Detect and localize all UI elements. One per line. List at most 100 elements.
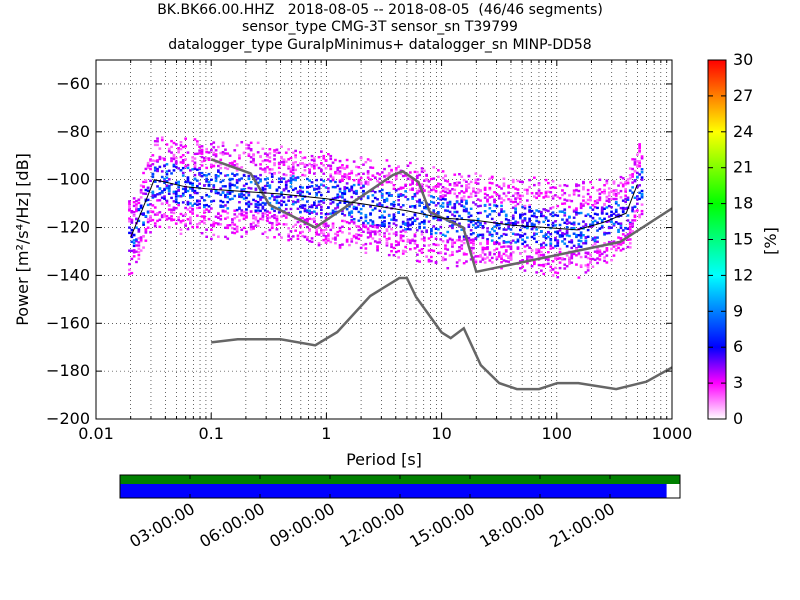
heatmap-cell bbox=[537, 255, 541, 259]
heatmap-cell bbox=[355, 241, 358, 245]
heatmap-cell bbox=[551, 221, 555, 225]
heatmap-cell bbox=[296, 234, 300, 237]
heatmap-cell bbox=[252, 221, 255, 224]
heatmap-cell bbox=[224, 235, 227, 239]
heatmap-cell bbox=[203, 218, 206, 222]
heatmap-cell bbox=[233, 213, 237, 216]
heatmap-cell bbox=[146, 163, 150, 167]
heatmap-cell bbox=[476, 178, 480, 181]
heatmap-cell bbox=[313, 188, 316, 191]
heatmap-cell bbox=[612, 222, 616, 226]
heatmap-cell bbox=[563, 258, 567, 261]
heatmap-cell bbox=[638, 147, 641, 150]
heatmap-cell bbox=[549, 247, 553, 250]
heatmap-cell bbox=[570, 199, 574, 203]
heatmap-cell bbox=[189, 222, 192, 225]
heatmap-cell bbox=[425, 230, 428, 234]
heatmap-cell bbox=[596, 189, 599, 192]
heatmap-cell bbox=[446, 202, 450, 206]
heatmap-cell bbox=[446, 188, 450, 191]
heatmap-cell bbox=[270, 215, 274, 218]
heatmap-cell bbox=[401, 239, 405, 243]
heatmap-cell bbox=[289, 170, 293, 173]
heatmap-cell bbox=[401, 220, 405, 224]
heatmap-cell bbox=[142, 192, 145, 195]
heatmap-cell bbox=[640, 178, 644, 181]
heatmap-cell bbox=[310, 237, 314, 240]
heatmap-cell bbox=[521, 265, 524, 268]
heatmap-cell bbox=[528, 246, 531, 249]
heatmap-cell bbox=[151, 172, 155, 176]
heatmap-cell bbox=[640, 157, 644, 160]
heatmap-cell bbox=[490, 217, 494, 221]
heatmap-cell bbox=[507, 255, 510, 258]
heatmap-cell bbox=[359, 157, 363, 160]
heatmap-cell bbox=[621, 247, 625, 251]
heatmap-cell bbox=[196, 214, 199, 217]
heatmap-cell bbox=[624, 190, 627, 193]
heatmap-cell bbox=[245, 211, 248, 214]
heatmap-cell bbox=[462, 191, 466, 194]
heatmap-cell bbox=[144, 179, 148, 182]
heatmap-cell bbox=[441, 202, 445, 205]
heatmap-cell bbox=[416, 245, 419, 248]
heatmap-cell bbox=[287, 227, 290, 230]
heatmap-cell bbox=[460, 217, 464, 220]
heatmap-cell bbox=[434, 216, 438, 220]
nhnm-curve bbox=[210, 158, 672, 274]
heatmap-cell bbox=[329, 154, 333, 158]
heatmap-cell bbox=[224, 210, 227, 213]
heatmap-cell bbox=[184, 206, 187, 210]
heatmap-cell bbox=[313, 210, 316, 213]
heatmap-cell bbox=[270, 223, 274, 227]
heatmap-cell bbox=[628, 174, 632, 177]
heatmap-cell bbox=[228, 154, 232, 157]
heatmap-cell bbox=[146, 198, 150, 202]
heatmap-cell bbox=[631, 175, 634, 178]
heatmap-cell bbox=[486, 256, 489, 259]
heatmap-cell bbox=[291, 178, 295, 181]
heatmap-cell bbox=[259, 217, 262, 221]
heatmap-cell bbox=[341, 178, 344, 181]
heatmap-cell bbox=[189, 206, 192, 209]
heatmap-cell bbox=[146, 186, 150, 189]
heatmap-cell bbox=[469, 192, 473, 195]
heatmap-cell bbox=[130, 231, 134, 234]
heatmap-cell bbox=[163, 177, 166, 181]
heatmap-cell bbox=[434, 185, 438, 188]
heatmap-cell bbox=[383, 232, 386, 235]
heatmap-cell bbox=[196, 179, 199, 182]
heatmap-cell bbox=[488, 203, 492, 206]
heatmap-cell bbox=[322, 222, 326, 226]
heatmap-cell bbox=[387, 172, 391, 175]
heatmap-cell bbox=[132, 201, 136, 204]
heatmap-cell bbox=[181, 171, 185, 175]
heatmap-cell bbox=[493, 242, 496, 246]
heatmap-cell bbox=[174, 156, 178, 160]
heatmap-cell bbox=[523, 269, 527, 272]
heatmap-cell bbox=[451, 188, 454, 191]
heatmap-cell bbox=[467, 182, 471, 186]
heatmap-cell bbox=[179, 161, 183, 164]
heatmap-cell bbox=[207, 151, 211, 154]
heatmap-cell bbox=[163, 213, 166, 216]
heatmap-cell bbox=[390, 243, 393, 246]
heatmap-cell bbox=[607, 220, 611, 223]
heatmap-cell bbox=[317, 233, 321, 236]
heatmap-cell bbox=[350, 211, 354, 214]
heatmap-cell bbox=[458, 181, 461, 184]
heatmap-cell bbox=[245, 202, 248, 205]
heatmap-cell bbox=[198, 182, 201, 185]
heatmap-cell bbox=[369, 159, 372, 162]
heatmap-cell bbox=[165, 199, 169, 203]
heatmap-cell bbox=[355, 233, 358, 236]
heatmap-cell bbox=[621, 209, 625, 212]
heatmap-cell bbox=[324, 237, 328, 240]
heatmap-cell bbox=[413, 194, 417, 198]
heatmap-cell bbox=[619, 175, 623, 179]
heatmap-cell bbox=[252, 214, 255, 217]
heatmap-cell bbox=[469, 207, 473, 210]
heatmap-cell bbox=[460, 240, 464, 243]
heatmap-cell bbox=[261, 201, 265, 205]
heatmap-cell bbox=[345, 158, 349, 162]
